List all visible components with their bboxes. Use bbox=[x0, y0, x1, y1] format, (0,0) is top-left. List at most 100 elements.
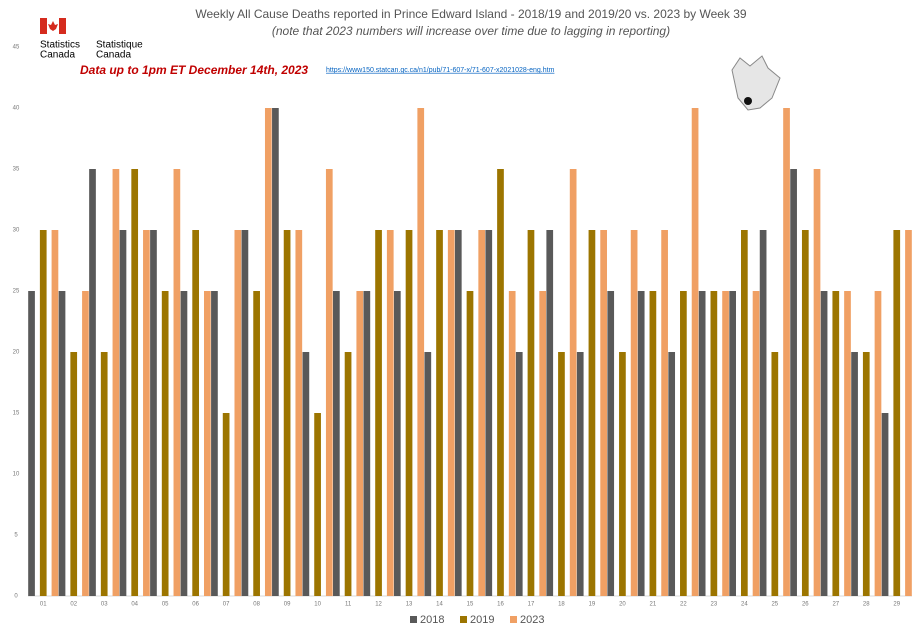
bar bbox=[478, 230, 486, 596]
y-tick-label: 15 bbox=[13, 411, 20, 417]
bar bbox=[844, 291, 851, 596]
bar bbox=[454, 230, 462, 596]
legend-label: 2018 bbox=[420, 614, 444, 626]
bar bbox=[264, 108, 272, 596]
bar bbox=[466, 291, 474, 596]
bar bbox=[131, 169, 139, 596]
bar bbox=[527, 230, 535, 596]
bar bbox=[740, 230, 748, 596]
bar bbox=[28, 291, 35, 596]
y-tick-label: 5 bbox=[14, 533, 18, 539]
legend-swatch bbox=[460, 616, 467, 623]
bar bbox=[881, 413, 889, 596]
x-tick-label: 22 bbox=[680, 602, 687, 608]
statcan-logo bbox=[40, 18, 66, 34]
y-tick-label: 25 bbox=[13, 289, 20, 295]
bar bbox=[295, 230, 303, 596]
bar bbox=[539, 291, 547, 596]
x-tick-label: 18 bbox=[558, 602, 565, 608]
legend-label: 2019 bbox=[470, 614, 494, 626]
source-link[interactable]: https://www150.statcan.gc.ca/n1/pub/71-6… bbox=[326, 67, 555, 74]
bar bbox=[576, 352, 584, 596]
bar bbox=[851, 352, 858, 596]
bar bbox=[70, 352, 78, 596]
bar bbox=[333, 291, 340, 596]
bar bbox=[637, 291, 645, 596]
legend-label: 2023 bbox=[520, 614, 544, 626]
bar bbox=[325, 169, 333, 596]
y-tick-label: 20 bbox=[13, 350, 20, 356]
bar bbox=[649, 291, 657, 596]
x-tick-label: 09 bbox=[284, 602, 291, 608]
bar bbox=[759, 230, 767, 596]
bar bbox=[119, 230, 127, 596]
bar bbox=[832, 291, 840, 596]
wolf-logo bbox=[731, 55, 781, 111]
bar bbox=[801, 230, 809, 596]
x-tick-label: 03 bbox=[101, 602, 108, 608]
bar bbox=[283, 230, 291, 596]
x-tick-label: 27 bbox=[832, 602, 839, 608]
bar bbox=[813, 169, 821, 596]
bar bbox=[192, 230, 200, 596]
bar bbox=[710, 291, 718, 596]
bar bbox=[546, 230, 554, 596]
bar bbox=[211, 291, 218, 596]
bar bbox=[82, 291, 89, 596]
bar bbox=[375, 230, 382, 596]
bar bbox=[58, 291, 66, 596]
bar bbox=[302, 352, 310, 596]
x-tick-label: 04 bbox=[131, 602, 138, 608]
x-tick-label: 20 bbox=[619, 602, 626, 608]
bar bbox=[569, 169, 577, 596]
x-tick-label: 16 bbox=[497, 602, 504, 608]
bar bbox=[363, 291, 371, 596]
x-tick-label: 02 bbox=[70, 602, 77, 608]
x-tick-label: 28 bbox=[863, 602, 870, 608]
bar bbox=[607, 291, 615, 596]
logo-text: Canada bbox=[96, 50, 131, 61]
bar bbox=[558, 352, 565, 596]
bar bbox=[588, 230, 596, 596]
bar bbox=[386, 230, 394, 596]
legend-swatch bbox=[410, 616, 417, 623]
bar bbox=[204, 291, 211, 596]
chart-title: Weekly All Cause Deaths reported in Prin… bbox=[195, 7, 747, 21]
flag-bar bbox=[40, 18, 47, 34]
x-tick-label: 12 bbox=[375, 602, 382, 608]
bar bbox=[619, 352, 626, 596]
bar bbox=[314, 413, 321, 596]
bar bbox=[661, 230, 668, 596]
bar bbox=[424, 352, 432, 596]
x-tick-label: 15 bbox=[467, 602, 474, 608]
logo-text: Canada bbox=[40, 50, 75, 61]
bar bbox=[161, 291, 169, 596]
y-tick-label: 45 bbox=[13, 45, 20, 51]
x-tick-label: 06 bbox=[192, 602, 199, 608]
bar bbox=[729, 291, 736, 596]
x-tick-label: 17 bbox=[528, 602, 535, 608]
x-tick-label: 19 bbox=[589, 602, 596, 608]
note: Data up to 1pm ET December 14th, 2023 bbox=[80, 63, 308, 77]
paw bbox=[744, 97, 752, 105]
bar bbox=[344, 352, 352, 596]
x-tick-label: 05 bbox=[162, 602, 169, 608]
bar bbox=[150, 230, 157, 596]
bar bbox=[691, 108, 699, 596]
y-tick-label: 0 bbox=[14, 594, 18, 600]
bar bbox=[417, 108, 425, 596]
y-tick-label: 10 bbox=[13, 472, 20, 478]
bar bbox=[862, 352, 870, 596]
bar bbox=[173, 169, 181, 596]
bar bbox=[722, 291, 729, 596]
bar bbox=[485, 230, 493, 596]
bar bbox=[630, 230, 638, 596]
bar bbox=[752, 291, 760, 596]
x-tick-label: 11 bbox=[345, 602, 352, 608]
x-tick-label: 24 bbox=[741, 602, 748, 608]
y-tick-label: 35 bbox=[13, 167, 20, 173]
bar bbox=[180, 291, 188, 596]
logo-text: Statistics bbox=[40, 40, 80, 51]
bar bbox=[234, 230, 242, 596]
